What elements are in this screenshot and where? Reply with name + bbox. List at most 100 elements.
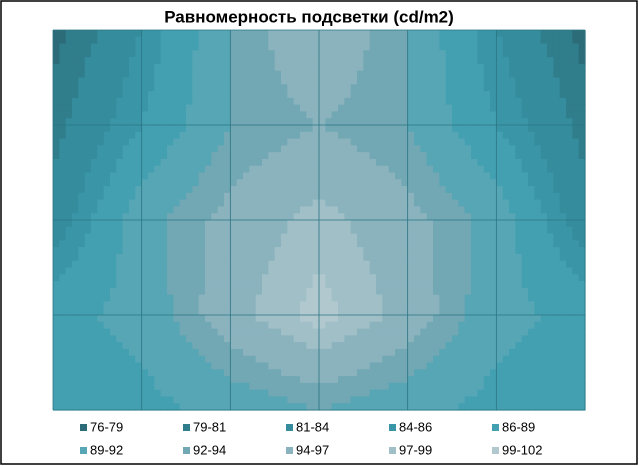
- contour-cell: [230, 63, 238, 72]
- contour-cell: [312, 240, 320, 248]
- contour-cell: [281, 199, 288, 208]
- contour-cell: [420, 179, 428, 187]
- contour-cell: [515, 213, 523, 221]
- contour-cell: [363, 220, 371, 228]
- contour-cell: [401, 287, 409, 296]
- contour-cell: [243, 260, 250, 269]
- contour-cell: [312, 287, 320, 296]
- contour-cell: [395, 186, 402, 194]
- contour-cell: [211, 348, 219, 357]
- contour-cell: [160, 226, 168, 235]
- contour-cell: [319, 301, 326, 309]
- contour-cell: [515, 179, 523, 187]
- contour-cell: [236, 342, 244, 350]
- contour-cell: [141, 50, 149, 58]
- contour-cell: [72, 158, 79, 167]
- contour-cell: [566, 172, 573, 180]
- contour-cell: [426, 240, 434, 248]
- contour-cell: [160, 267, 168, 275]
- contour-cell: [319, 84, 326, 92]
- contour-cell: [141, 321, 149, 330]
- contour-cell: [344, 301, 352, 309]
- contour-cell: [414, 152, 421, 160]
- contour-cell: [395, 213, 402, 221]
- contour-cell: [129, 294, 136, 303]
- contour-cell: [205, 382, 212, 391]
- contour-cell: [483, 179, 491, 187]
- contour-cell: [129, 335, 136, 343]
- contour-cell: [148, 281, 155, 289]
- contour-cell: [357, 125, 364, 133]
- contour-cell: [502, 342, 510, 350]
- contour-cell: [110, 50, 117, 58]
- contour-cell: [91, 403, 98, 411]
- contour-cell: [59, 199, 67, 208]
- contour-cell: [205, 328, 212, 336]
- contour-cell: [103, 206, 111, 214]
- contour-cell: [534, 63, 542, 72]
- contour-cell: [141, 389, 149, 398]
- contour-cell: [59, 328, 67, 336]
- contour-cell: [433, 308, 440, 316]
- contour-cell: [287, 274, 295, 282]
- contour-cell: [325, 91, 333, 99]
- contour-cell: [344, 220, 352, 228]
- contour-cell: [357, 348, 364, 357]
- contour-cell: [103, 287, 111, 296]
- contour-cell: [578, 369, 586, 377]
- contour-cell: [72, 131, 79, 140]
- contour-cell: [148, 36, 155, 45]
- contour-cell: [401, 111, 409, 119]
- contour-cell: [502, 396, 510, 404]
- contour-cell: [154, 118, 162, 126]
- contour-cell: [325, 192, 333, 201]
- contour-cell: [572, 267, 580, 275]
- contour-cell: [490, 77, 497, 85]
- contour-cell: [426, 348, 434, 357]
- contour-cell: [179, 267, 187, 275]
- contour-cell: [72, 301, 79, 309]
- contour-cell: [205, 206, 212, 214]
- contour-cell: [160, 362, 168, 370]
- contour-cell: [198, 77, 206, 85]
- contour-cell: [471, 369, 478, 377]
- contour-cell: [490, 172, 497, 180]
- contour-cell: [452, 301, 459, 309]
- contour-cell: [281, 77, 288, 85]
- contour-cell: [407, 321, 415, 330]
- contour-cell: [357, 192, 364, 201]
- contour-cell: [471, 138, 478, 146]
- contour-cell: [325, 226, 333, 235]
- contour-cell: [186, 260, 193, 269]
- contour-cell: [97, 315, 105, 323]
- contour-cell: [84, 260, 92, 269]
- contour-cell: [287, 111, 295, 119]
- contour-cell: [388, 145, 396, 153]
- contour-cell: [243, 125, 250, 133]
- contour-cell: [490, 240, 497, 248]
- contour-cell: [97, 247, 105, 255]
- contour-cell: [350, 77, 358, 85]
- contour-cell: [122, 213, 130, 221]
- contour-cell: [464, 328, 472, 336]
- contour-cell: [458, 70, 466, 79]
- contour-cell: [84, 267, 92, 275]
- contour-cell: [521, 186, 529, 194]
- contour-cell: [110, 70, 117, 79]
- contour-cell: [53, 36, 60, 45]
- contour-cell: [211, 152, 219, 160]
- contour-cell: [395, 274, 402, 282]
- contour-cell: [344, 328, 352, 336]
- contour-cell: [331, 247, 339, 255]
- contour-cell: [547, 240, 554, 248]
- contour-cell: [268, 287, 276, 296]
- contour-cell: [388, 253, 396, 262]
- contour-cell: [401, 43, 409, 51]
- contour-cell: [59, 240, 67, 248]
- contour-cell: [490, 389, 497, 398]
- contour-cell: [540, 260, 548, 269]
- contour-cell: [559, 382, 567, 391]
- contour-cell: [287, 287, 295, 296]
- contour-cell: [78, 260, 86, 269]
- contour-cell: [483, 97, 491, 106]
